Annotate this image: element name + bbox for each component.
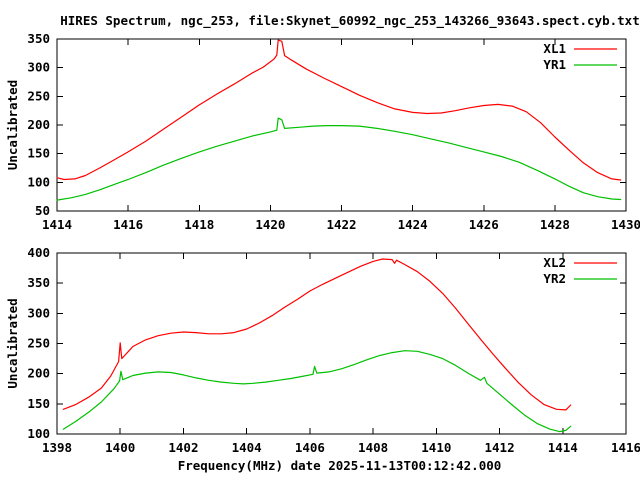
panel-2: 1398 1400 1402 1404 1406 1408 1410 1412 1414 1416…	[5, 245, 640, 473]
x-tick-label: 1424	[398, 217, 428, 232]
series-line-xl1	[56, 39, 622, 181]
series-line-xl2	[62, 258, 572, 411]
x-tick-label: 1400	[105, 440, 135, 455]
y-tick-label: 250	[27, 88, 50, 103]
legend-label-yr1: YR1	[543, 57, 566, 72]
x-tick-label: 1410	[421, 440, 451, 455]
x-tick-label: 1428	[540, 217, 570, 232]
y-tick-label: 200	[27, 366, 50, 381]
y-tick-label: 300	[27, 305, 50, 320]
plot-border	[56, 252, 627, 435]
x-tick-label: 1422	[326, 217, 356, 232]
x-tick-label: 1404	[232, 440, 262, 455]
y-axis-title: Uncalibrated	[5, 80, 20, 170]
x-tick-label: 1420	[255, 217, 285, 232]
y-tick-label: 150	[27, 146, 50, 161]
y-tick-label: 100	[27, 426, 50, 441]
series-line-yr2	[62, 350, 572, 433]
y-tick-label: 250	[27, 336, 50, 351]
panel-1: 1414 1416 1418 1420 1422 1424 1426 1428 1430 50 10…	[5, 31, 640, 232]
y-tick-label: 300	[27, 60, 50, 75]
chart-title: HIRES Spectrum, ngc_253, file:Skynet_609…	[60, 13, 639, 29]
chart-panels: 1414 1416 1418 1420 1422 1424 1426 1428 1430 50 10…	[5, 31, 640, 473]
y-tick-label: 350	[27, 31, 50, 46]
y-tick-label: 400	[27, 245, 50, 260]
y-tick-label: 150	[27, 396, 50, 411]
y-tick-label: 100	[27, 174, 50, 189]
x-axis-title: Frequency(MHz) date 2025-11-13T00:12:42.…	[178, 458, 502, 473]
legend-label-xl1: XL1	[543, 41, 566, 56]
y-axis-title: Uncalibrated	[5, 298, 20, 388]
x-tick-label: 1416	[113, 217, 143, 232]
x-tick-label: 1414	[42, 217, 72, 232]
x-tick-label: 1426	[469, 217, 499, 232]
x-tick-label: 1402	[168, 440, 198, 455]
x-tick-label: 1406	[295, 440, 325, 455]
x-tick-label: 1408	[358, 440, 388, 455]
y-tick-label: 50	[35, 203, 50, 218]
series-line-yr1	[56, 117, 622, 201]
x-tick-label: 1412	[485, 440, 515, 455]
legend-label-xl2: XL2	[543, 255, 566, 270]
legend-label-yr2: YR2	[543, 271, 566, 286]
x-tick-label: 1416	[611, 440, 640, 455]
x-tick-label: 1418	[184, 217, 214, 232]
x-tick-label: 1414	[548, 440, 578, 455]
y-tick-label: 350	[27, 275, 50, 290]
x-tick-label: 1398	[42, 440, 72, 455]
y-tick-label: 200	[27, 117, 50, 132]
x-tick-label: 1430	[611, 217, 640, 232]
